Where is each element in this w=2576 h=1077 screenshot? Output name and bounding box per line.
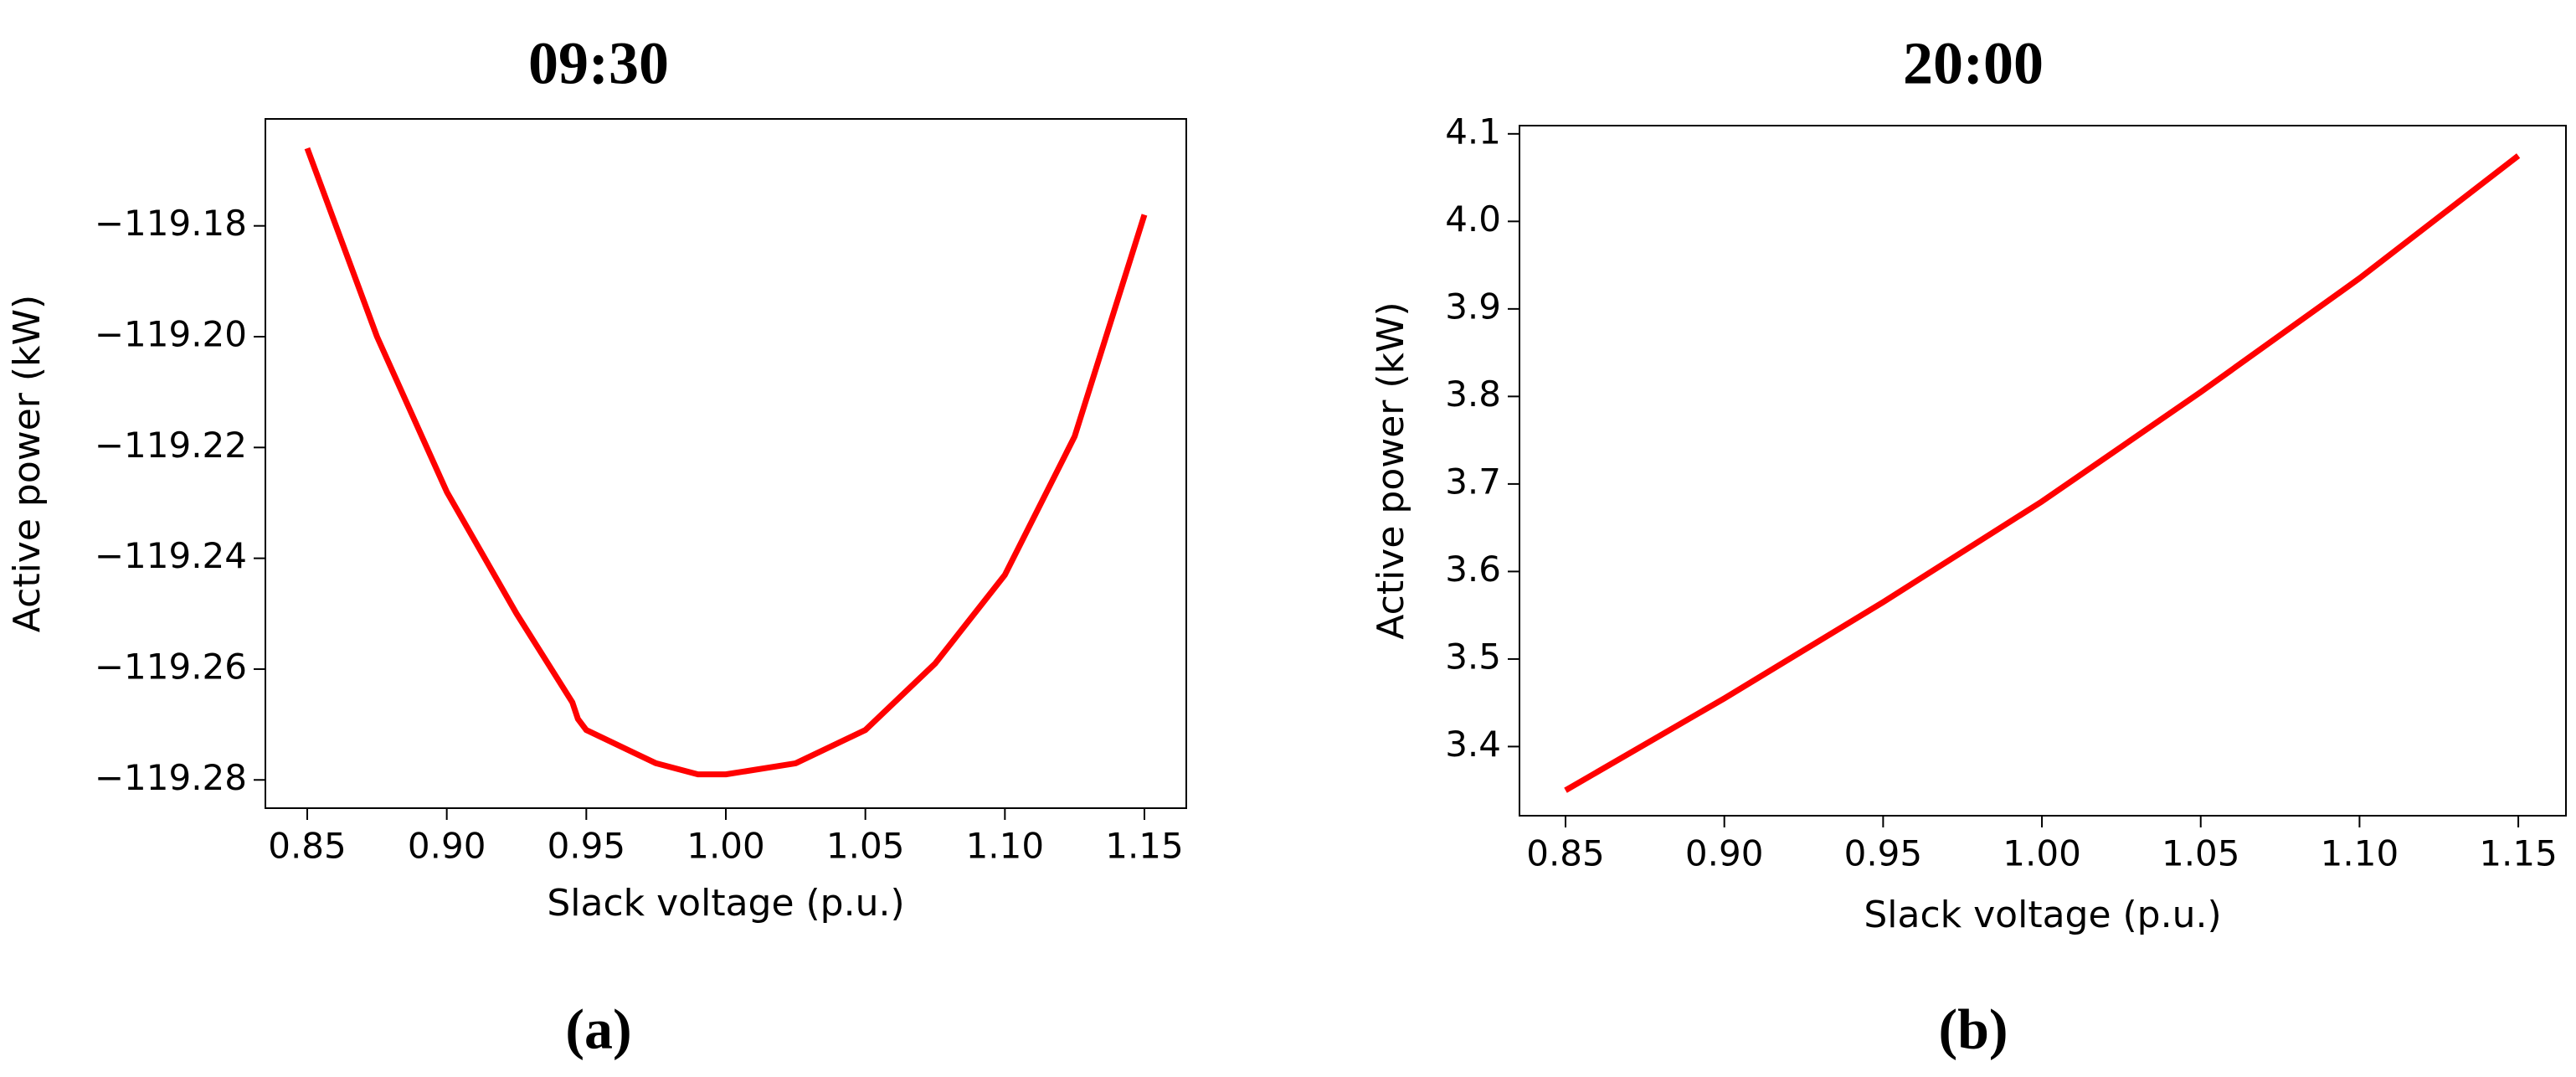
x-tick-label: 0.85 <box>1526 833 1605 874</box>
y-tick-label: 3.5 <box>1445 636 1501 677</box>
x-axis-label: Slack voltage (p.u.) <box>547 882 904 925</box>
x-tick-label: 1.10 <box>966 826 1045 867</box>
y-tick-label: 3.6 <box>1445 549 1501 590</box>
x-tick-label: 1.00 <box>2003 833 2081 874</box>
x-tick-label: 1.05 <box>826 826 905 867</box>
caption: (b) <box>1938 997 2008 1061</box>
y-tick-label: −119.18 <box>95 203 247 244</box>
x-tick-label: 1.00 <box>686 826 765 867</box>
x-tick-label: 0.90 <box>1685 833 1764 874</box>
y-tick-label: 4.0 <box>1445 198 1501 240</box>
y-tick-label: −119.24 <box>95 535 247 576</box>
y-tick-label: 3.7 <box>1445 461 1501 502</box>
y-axis-label: Active power (kW) <box>6 295 49 632</box>
y-tick-label: −119.28 <box>95 757 247 798</box>
y-axis-label: Active power (kW) <box>1370 301 1412 639</box>
x-tick-label: 0.90 <box>408 826 486 867</box>
x-tick-label: 1.05 <box>2162 833 2240 874</box>
y-tick-label: 3.4 <box>1445 724 1501 765</box>
plot-frame <box>1519 125 2567 817</box>
x-axis-label: Slack voltage (p.u.) <box>1864 894 2221 936</box>
data-line <box>1564 153 2521 793</box>
x-tick-label: 0.95 <box>548 826 626 867</box>
data-line <box>304 147 1148 778</box>
y-tick-label: 3.8 <box>1445 374 1501 415</box>
y-tick-label: −119.26 <box>95 646 247 687</box>
y-tick-label: 4.1 <box>1445 111 1501 152</box>
y-tick-label: −119.22 <box>95 425 247 466</box>
chart-title: 09:30 <box>528 30 669 97</box>
plot-frame <box>265 118 1187 809</box>
y-tick-label: −119.20 <box>95 313 247 354</box>
chart-title: 20:00 <box>1903 30 2044 97</box>
x-tick-label: 0.85 <box>268 826 347 867</box>
x-tick-label: 1.10 <box>2321 833 2399 874</box>
caption: (a) <box>565 997 631 1061</box>
x-tick-label: 1.15 <box>1105 826 1184 867</box>
x-tick-label: 1.15 <box>2479 833 2558 874</box>
x-tick-label: 0.95 <box>1844 833 1923 874</box>
y-tick-label: 3.9 <box>1445 286 1501 327</box>
